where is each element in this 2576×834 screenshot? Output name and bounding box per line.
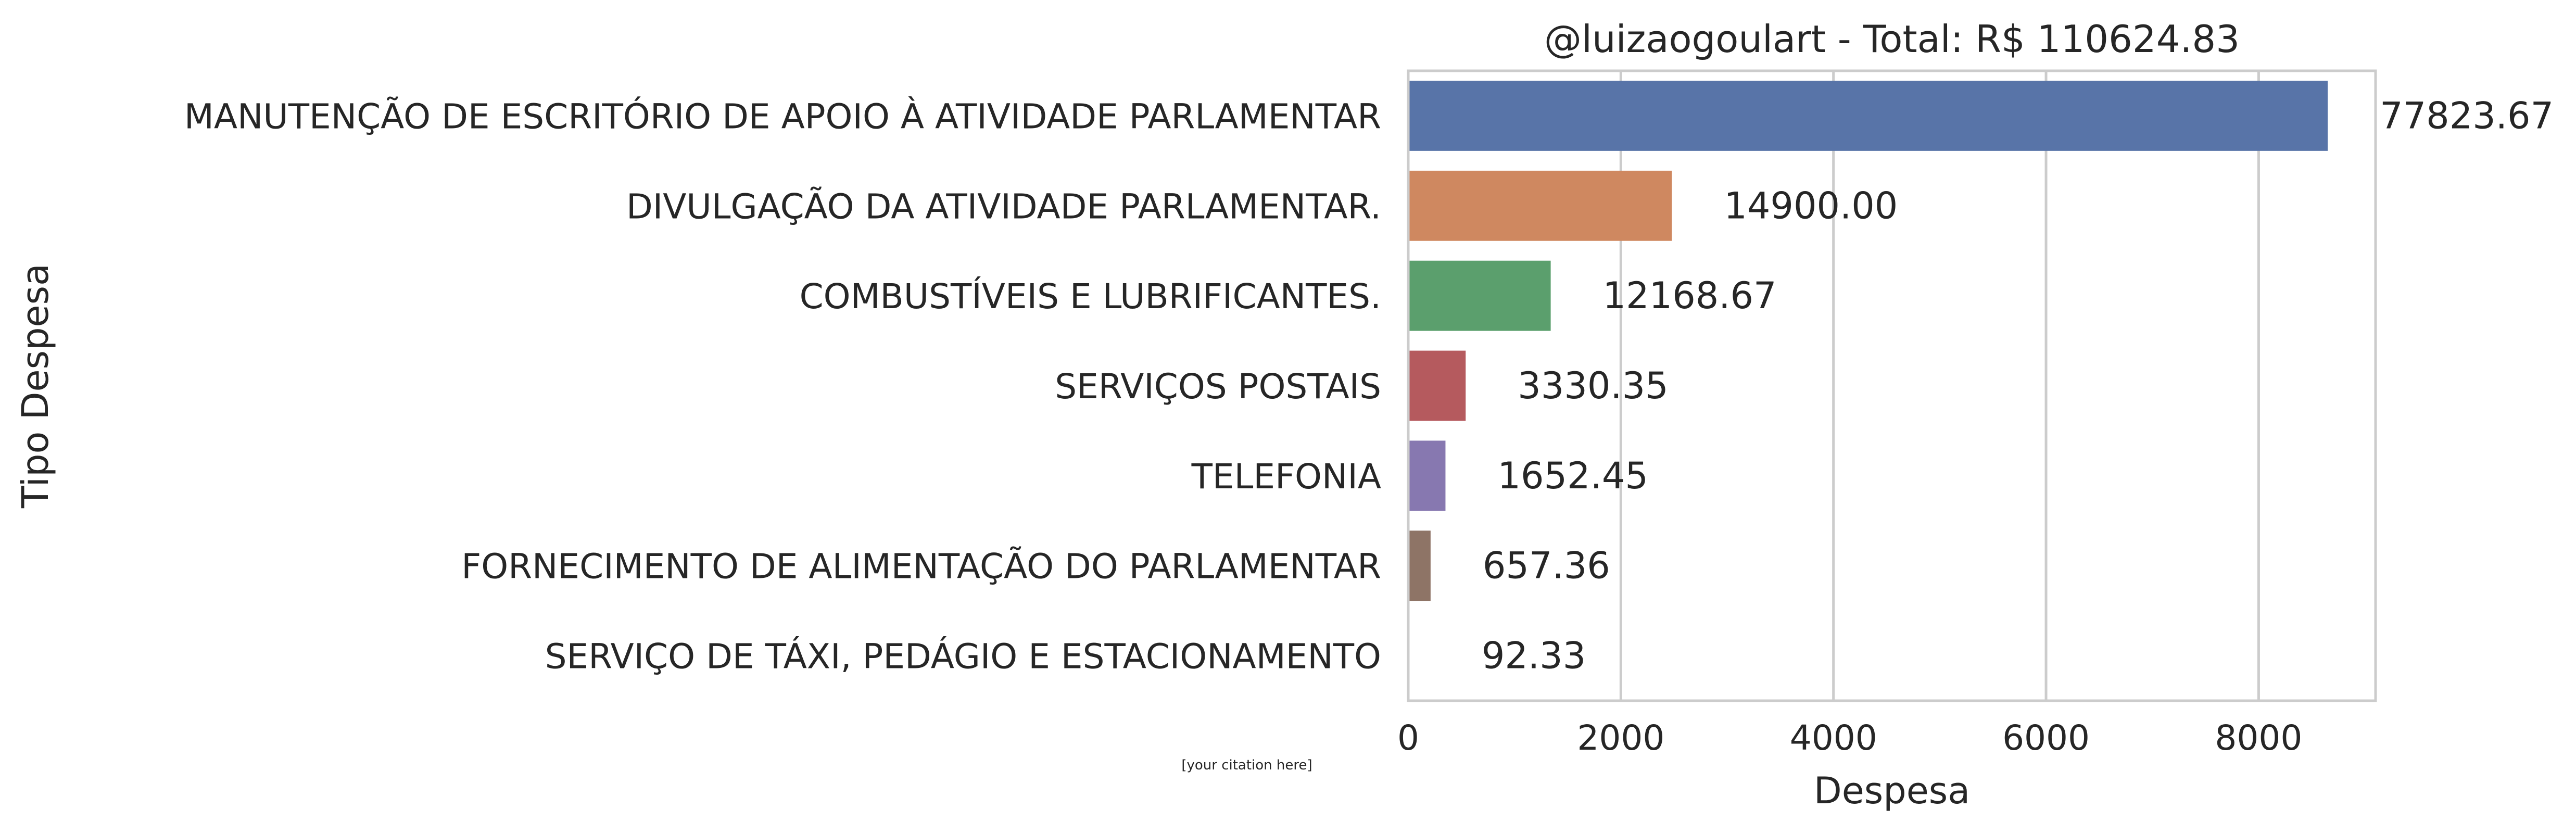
x-tick-labels: 0 2000 4000 6000 8000 — [1397, 718, 2302, 758]
x-tick-label: 2000 — [1577, 718, 1664, 758]
data-label: 1652.45 — [1497, 454, 1648, 497]
bar — [1408, 350, 1466, 421]
category-label: COMBUSTÍVEIS E LUBRIFICANTES. — [800, 276, 1381, 317]
citation-note: [your citation here] — [1181, 757, 1312, 773]
bar — [1408, 170, 1672, 241]
y-axis-label: Tipo Despesa — [14, 263, 57, 509]
data-labels: 77823.67 14900.00 12168.67 3330.35 1652.45 65… — [1482, 94, 2554, 677]
data-label: 12168.67 — [1603, 274, 1777, 317]
plot-frame — [1407, 69, 2377, 702]
data-label: 657.36 — [1483, 545, 1610, 587]
bar — [1408, 81, 2328, 151]
x-tick-label: 6000 — [2002, 718, 2090, 758]
x-axis-label: Despesa — [1814, 769, 1970, 812]
data-label: 92.33 — [1482, 635, 1586, 677]
chart-title: @luizaogoulart - Total: R$ 110624.83 — [1544, 17, 2240, 61]
category-label: FORNECIMENTO DE ALIMENTAÇÃO DO PARLAMENT… — [461, 547, 1381, 587]
data-label: 3330.35 — [1518, 364, 1668, 407]
x-tick-label: 4000 — [1790, 718, 1877, 758]
category-label: SERVIÇOS POSTAIS — [1055, 367, 1381, 407]
bar — [1408, 440, 1446, 511]
bars — [1408, 81, 2328, 691]
y-tick-labels: MANUTENÇÃO DE ESCRITÓRIO DE APOIO À ATIV… — [184, 96, 1381, 676]
x-tick-label: 8000 — [2215, 718, 2302, 758]
data-label: 77823.67 — [2380, 94, 2554, 137]
data-label: 14900.00 — [1724, 184, 1898, 227]
category-label: TELEFONIA — [1191, 457, 1381, 497]
bar — [1408, 530, 1431, 601]
category-label: MANUTENÇÃO DE ESCRITÓRIO DE APOIO À ATIV… — [184, 96, 1381, 136]
category-label: SERVIÇO DE TÁXI, PEDÁGIO E ESTACIONAMENT… — [545, 637, 1381, 677]
category-label: DIVULGAÇÃO DA ATIVIDADE PARLAMENTAR. — [626, 186, 1381, 226]
bar — [1408, 260, 1551, 331]
x-tick-label: 0 — [1397, 718, 1419, 758]
